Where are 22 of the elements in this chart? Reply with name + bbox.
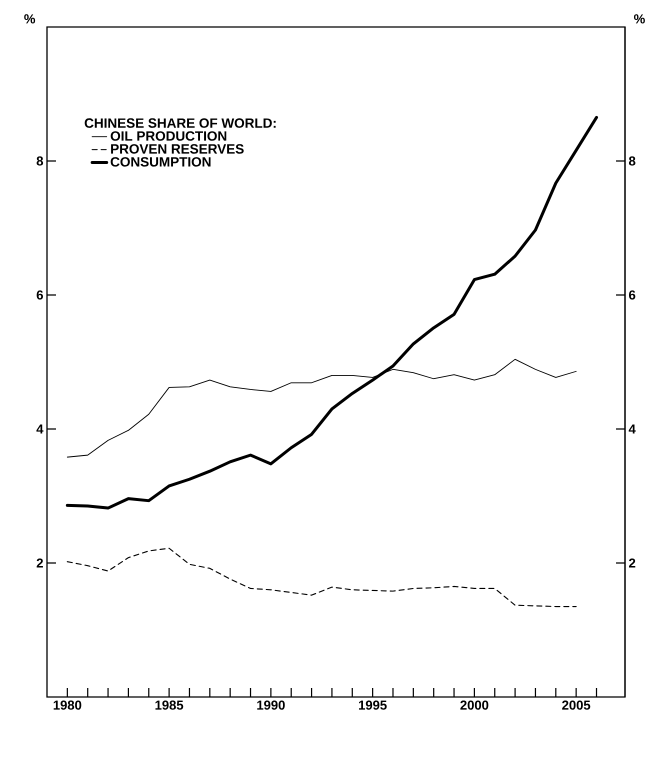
y2-tick-label: 8 [628,156,636,166]
line-series [66,116,598,510]
x-tick-label: 1990 [257,700,285,710]
legend-label: CONSUMPTION [110,157,211,167]
line-series [66,548,577,608]
x-tick-label: 1985 [155,700,184,710]
y2-tick-label: 6 [629,290,636,300]
y2-tick-label: 4 [628,424,636,434]
y-tick-label: 4 [36,424,44,434]
y2-tick-label: 2 [628,558,636,568]
x-tick-label: 1995 [358,700,387,710]
x-tick-label: 1980 [54,700,82,710]
x-tick-label: 2005 [562,700,590,710]
x-tick-label: 2000 [460,700,488,710]
y-tick-label: 2 [36,558,43,568]
y-tick-label: 6 [36,290,43,300]
y2-axis-title: % [634,14,645,24]
y-axis-title: % [24,14,36,24]
legend-label: PROVEN RESERVES [111,144,244,154]
legend-label: OIL PRODUCTION [110,131,226,141]
y-tick-label: 8 [36,156,44,166]
legend-title: CHINESE SHARE OF WORLD: [84,118,276,128]
